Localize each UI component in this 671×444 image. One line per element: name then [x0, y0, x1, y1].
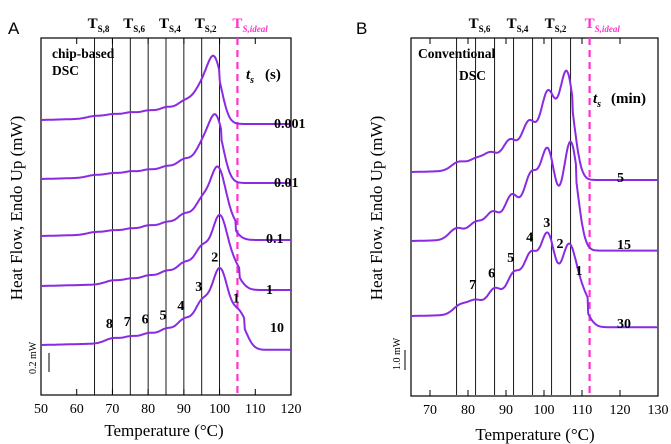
reference-label-main: T — [469, 16, 479, 32]
dsc-curve-15 — [411, 140, 658, 252]
panel-b: B Heat Flow, Endo Up (mW) Temperature (°… — [356, 16, 669, 444]
curve-label-5: 5 — [617, 171, 624, 186]
reference-label-sub: S,6 — [133, 24, 145, 34]
reference-label-sub: S,2 — [555, 24, 567, 34]
dsc-curve-0.1 — [41, 165, 291, 241]
dsc-curve-5 — [411, 69, 658, 181]
panel-b-ylabel: Heat Flow, Endo Up (mW) — [367, 116, 386, 300]
peak-label-1: 1 — [576, 264, 583, 279]
curve-label-30: 30 — [617, 317, 631, 332]
ideal-label-main: T — [232, 16, 242, 32]
reference-line-label: TS,6 — [469, 16, 491, 34]
x-tick-label: 120 — [281, 402, 302, 417]
x-tick-label: 70 — [105, 402, 119, 417]
x-tick-label: 100 — [209, 402, 230, 417]
panel-a: A Heat Flow, Endo Up (mW) Temperature (°… — [7, 16, 306, 440]
x-tick-label: 110 — [572, 403, 592, 418]
ideal-label-main: T — [585, 16, 595, 32]
panel-b-scale-label: 1.0 mW — [392, 337, 403, 370]
peak-label-7: 7 — [469, 278, 476, 293]
panel-a-time-header: ts — [246, 67, 254, 86]
dsc-curve-10 — [41, 266, 291, 351]
peak-label-5: 5 — [507, 251, 514, 266]
panel-a-box-title-line2: DSC — [52, 63, 79, 78]
reference-label-main: T — [545, 16, 555, 32]
peak-label-1: 1 — [233, 292, 240, 307]
panel-b-frame — [410, 37, 659, 397]
peak-label-7: 7 — [124, 315, 131, 330]
reference-label-sub: S,4 — [517, 24, 529, 34]
panel-b-box-title-line1: Conventional — [418, 46, 496, 61]
x-tick-label: 90 — [499, 403, 513, 418]
reference-line-label: TS,4 — [159, 16, 181, 34]
panel-a-scale-label: 0.2 mW — [28, 341, 39, 374]
ideal-label-sub: S,ideal — [595, 24, 621, 34]
panel-a-time-unit: (s) — [265, 67, 281, 83]
curve-label-0.1: 0.1 — [266, 232, 284, 247]
curve-label-1: 1 — [266, 283, 273, 298]
dsc-curve-0.01 — [41, 113, 291, 184]
panel-b-time-unit: (min) — [611, 91, 646, 107]
peak-label-4: 4 — [526, 230, 533, 245]
x-tick-label: 110 — [245, 402, 265, 417]
peak-label-3: 3 — [195, 280, 202, 295]
dsc-curve-0.001 — [41, 54, 291, 125]
x-tick-label: 80 — [461, 403, 475, 418]
curve-label-15: 15 — [617, 238, 631, 253]
x-tick-label: 120 — [610, 403, 631, 418]
x-tick-label: 70 — [423, 403, 437, 418]
curve-label-10: 10 — [270, 321, 284, 336]
reference-label-sub: S,6 — [479, 24, 491, 34]
panel-b-time-header-sub: s — [596, 99, 601, 110]
x-tick-label: 90 — [177, 402, 191, 417]
dsc-curve-1 — [41, 213, 291, 291]
x-tick-label: 60 — [70, 402, 84, 417]
reference-label-main: T — [195, 16, 205, 32]
panel-a-box-title-line1: chip-based — [52, 46, 115, 61]
reference-label-main: T — [123, 16, 133, 32]
peak-label-5: 5 — [160, 308, 167, 323]
x-tick-label: 80 — [141, 402, 155, 417]
x-tick-label: 50 — [34, 402, 48, 417]
curve-label-0.01: 0.01 — [274, 176, 299, 191]
reference-line-label: TS,6 — [123, 16, 145, 34]
reference-line-label: TS,8 — [88, 16, 110, 34]
panel-b-xlabel: Temperature (°C) — [475, 425, 594, 444]
peak-label-2: 2 — [211, 251, 218, 266]
reference-label-main: T — [88, 16, 98, 32]
reference-label-sub: S,4 — [169, 24, 181, 34]
peak-label-6: 6 — [142, 313, 149, 328]
reference-label-sub: S,8 — [98, 24, 110, 34]
peak-label-6: 6 — [488, 267, 495, 282]
ideal-melting-label: TS,ideal — [585, 16, 621, 34]
panel-a-label: A — [8, 19, 20, 38]
panel-b-time-header: ts — [593, 91, 601, 110]
panel-a-time-header-t: t — [246, 67, 251, 83]
panel-a-ylabel: Heat Flow, Endo Up (mW) — [7, 116, 26, 300]
panel-a-time-header-sub: s — [249, 75, 254, 86]
reference-label-main: T — [507, 16, 517, 32]
peak-label-3: 3 — [543, 216, 550, 231]
curve-label-0.001: 0.001 — [274, 117, 306, 132]
dsc-curve-30 — [411, 231, 658, 329]
panel-b-time-header-t: t — [593, 91, 598, 107]
reference-label-main: T — [159, 16, 169, 32]
panel-b-label: B — [356, 19, 367, 38]
ideal-label-sub: S,ideal — [242, 24, 268, 34]
peak-label-8: 8 — [106, 317, 113, 332]
panel-b-box-title-line2: DSC — [459, 68, 486, 83]
x-tick-label: 100 — [534, 403, 555, 418]
x-tick-label: 130 — [648, 403, 669, 418]
reference-line-label: TS,4 — [507, 16, 529, 34]
ideal-melting-label: TS,ideal — [232, 16, 268, 34]
panel-a-xlabel: Temperature (°C) — [104, 421, 223, 440]
peak-label-2: 2 — [557, 237, 564, 252]
reference-line-label: TS,2 — [545, 16, 567, 34]
reference-line-label: TS,2 — [195, 16, 217, 34]
peak-label-4: 4 — [177, 299, 184, 314]
reference-label-sub: S,2 — [205, 24, 217, 34]
